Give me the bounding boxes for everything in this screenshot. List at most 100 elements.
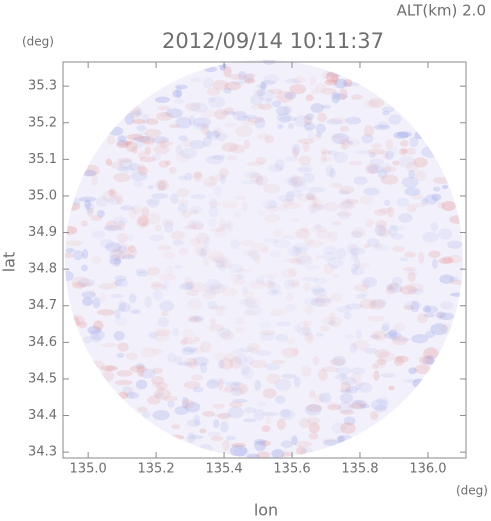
texture-patch: [312, 355, 320, 366]
texture-patch: [336, 305, 352, 313]
texture-patch: [272, 239, 290, 249]
texture-patch: [403, 304, 415, 311]
texture-patch: [440, 301, 454, 310]
texture-patch: [142, 113, 150, 125]
texture-patch: [396, 197, 410, 207]
texture-patch: [306, 417, 321, 425]
texture-patch: [214, 226, 227, 238]
texture-patch: [335, 366, 352, 376]
texture-patch: [175, 144, 183, 155]
texture-patch: [280, 408, 291, 418]
texture-patch: [194, 346, 205, 354]
texture-patch: [352, 253, 360, 259]
texture-patch: [155, 111, 174, 121]
texture-patch: [369, 411, 379, 420]
texture-patch: [249, 360, 268, 369]
texture-patch: [80, 169, 97, 177]
texture-patch: [287, 245, 302, 257]
texture-patch: [299, 163, 313, 175]
texture-patch: [116, 166, 130, 171]
texture-patch: [144, 128, 162, 138]
texture-patch: [259, 89, 276, 102]
texture-patch: [402, 378, 420, 384]
texture-patch: [303, 114, 313, 126]
texture-patch: [243, 114, 258, 120]
texture-patch: [260, 81, 267, 91]
texture-patch: [158, 160, 170, 168]
texture-patch: [338, 139, 351, 146]
texture-patch: [268, 88, 283, 95]
texture-patch: [367, 315, 386, 322]
texture-patch: [414, 170, 427, 182]
texture-patch: [200, 109, 216, 118]
texture-patch: [188, 317, 204, 324]
texture-patch: [189, 349, 197, 354]
texture-patch: [309, 390, 316, 399]
texture-patch: [274, 158, 285, 171]
texture-patch: [340, 409, 355, 415]
texture-patch: [283, 279, 296, 290]
texture-patch: [209, 197, 217, 209]
texture-patch: [108, 196, 121, 206]
texture-patch: [288, 267, 298, 277]
texture-patch: [299, 320, 313, 326]
plot-frame: [62, 61, 467, 459]
texture-patch: [148, 332, 158, 339]
texture-patch: [116, 252, 133, 260]
texture-patch: [313, 134, 323, 141]
texture-patch: [343, 81, 361, 87]
texture-patch: [224, 81, 242, 91]
texture-patch: [229, 144, 246, 154]
texture-patch: [284, 156, 299, 162]
texture-patch: [145, 118, 159, 125]
texture-patch: [223, 66, 232, 78]
texture-patch: [326, 118, 343, 125]
texture-patch: [246, 161, 265, 166]
texture-patch: [307, 186, 326, 193]
y-tick-label: 35.0: [28, 188, 57, 203]
texture-patch: [292, 147, 299, 158]
texture-patch: [130, 309, 141, 315]
texture-patch: [143, 140, 155, 146]
texture-patch: [363, 347, 378, 354]
texture-patch: [323, 439, 339, 446]
texture-patch: [212, 403, 226, 409]
texture-patch: [209, 227, 224, 233]
texture-patch: [345, 303, 363, 310]
texture-patch: [425, 354, 435, 365]
texture-patch: [406, 268, 419, 277]
texture-patch: [407, 271, 416, 283]
texture-patch: [354, 383, 363, 391]
texture-patch: [108, 126, 124, 136]
texture-patch: [208, 206, 219, 218]
texture-patch: [117, 135, 127, 143]
texture-patch: [184, 357, 198, 368]
texture-patch: [152, 409, 170, 421]
texture-patch: [388, 114, 402, 125]
texture-patch: [280, 440, 294, 449]
texture-patch: [155, 179, 170, 191]
texture-patch: [189, 205, 203, 214]
texture-patch: [449, 276, 460, 282]
texture-patch: [114, 275, 127, 282]
texture-patch: [172, 327, 180, 337]
texture-patch: [258, 321, 272, 329]
texture-patch: [182, 138, 193, 148]
texture-patch: [338, 185, 355, 194]
texture-patch: [217, 359, 225, 369]
texture-patch: [308, 432, 319, 440]
texture-patch: [423, 313, 436, 318]
texture-patch: [310, 225, 327, 233]
texture-patch: [257, 401, 267, 407]
texture-patch: [380, 373, 396, 378]
texture-patch: [159, 138, 167, 149]
texture-patch: [309, 75, 317, 86]
texture-patch: [261, 246, 270, 254]
texture-patch: [336, 247, 347, 260]
texture-patch: [261, 280, 276, 287]
texture-patch: [109, 258, 122, 265]
texture-patch: [339, 393, 354, 404]
texture-patch: [338, 434, 353, 444]
texture-patch: [407, 288, 425, 295]
texture-patch: [397, 155, 416, 168]
